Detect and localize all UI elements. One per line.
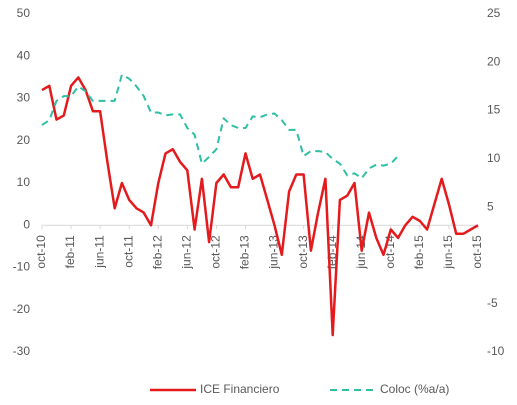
x-tick-label: jun-11: [92, 235, 106, 269]
y-tick-label: -30: [13, 344, 31, 358]
x-tick-label: oct-12: [209, 235, 223, 269]
x-tick-label: jun-13: [267, 235, 281, 270]
series-line: [41, 76, 479, 337]
y-tick-label: -20: [13, 302, 31, 316]
y-tick-label: -10: [13, 260, 31, 274]
legend-label: ICE Financiero: [200, 382, 280, 396]
y2-tick-label: 15: [487, 103, 501, 117]
y2-tick-label: 10: [487, 151, 501, 165]
x-tick-label: jun-12: [180, 235, 194, 270]
x-tick-label: feb-15: [412, 235, 426, 269]
x-tick-label: oct-13: [296, 235, 310, 269]
x-tick-label: jun-14: [354, 235, 368, 270]
y2-tick-label: 25: [487, 6, 501, 20]
x-tick-label: oct-10: [34, 235, 48, 269]
y2-tick-label: -10: [487, 344, 505, 358]
legend-label: Coloc (%a/a): [380, 382, 449, 396]
x-tick-label: feb-11: [63, 235, 77, 268]
y-tick-label: 10: [17, 175, 31, 189]
y2-tick-label: 20: [487, 54, 501, 68]
y-tick-label: 0: [23, 217, 30, 231]
x-tick-label: feb-12: [150, 235, 164, 269]
x-tick-label: oct-11: [121, 235, 135, 268]
series-line: [41, 73, 399, 180]
y-tick-label: 30: [17, 91, 31, 105]
y2-tick-label: -5: [487, 296, 498, 310]
y-tick-label: 20: [17, 133, 31, 147]
x-tick-label: oct-15: [470, 235, 484, 269]
y-tick-label: 40: [17, 48, 31, 62]
x-tick-label: jun-15: [441, 235, 455, 270]
y2-tick-label: 5: [487, 199, 494, 213]
x-tick-label: feb-13: [238, 235, 252, 269]
y-tick-label: 50: [17, 6, 31, 20]
